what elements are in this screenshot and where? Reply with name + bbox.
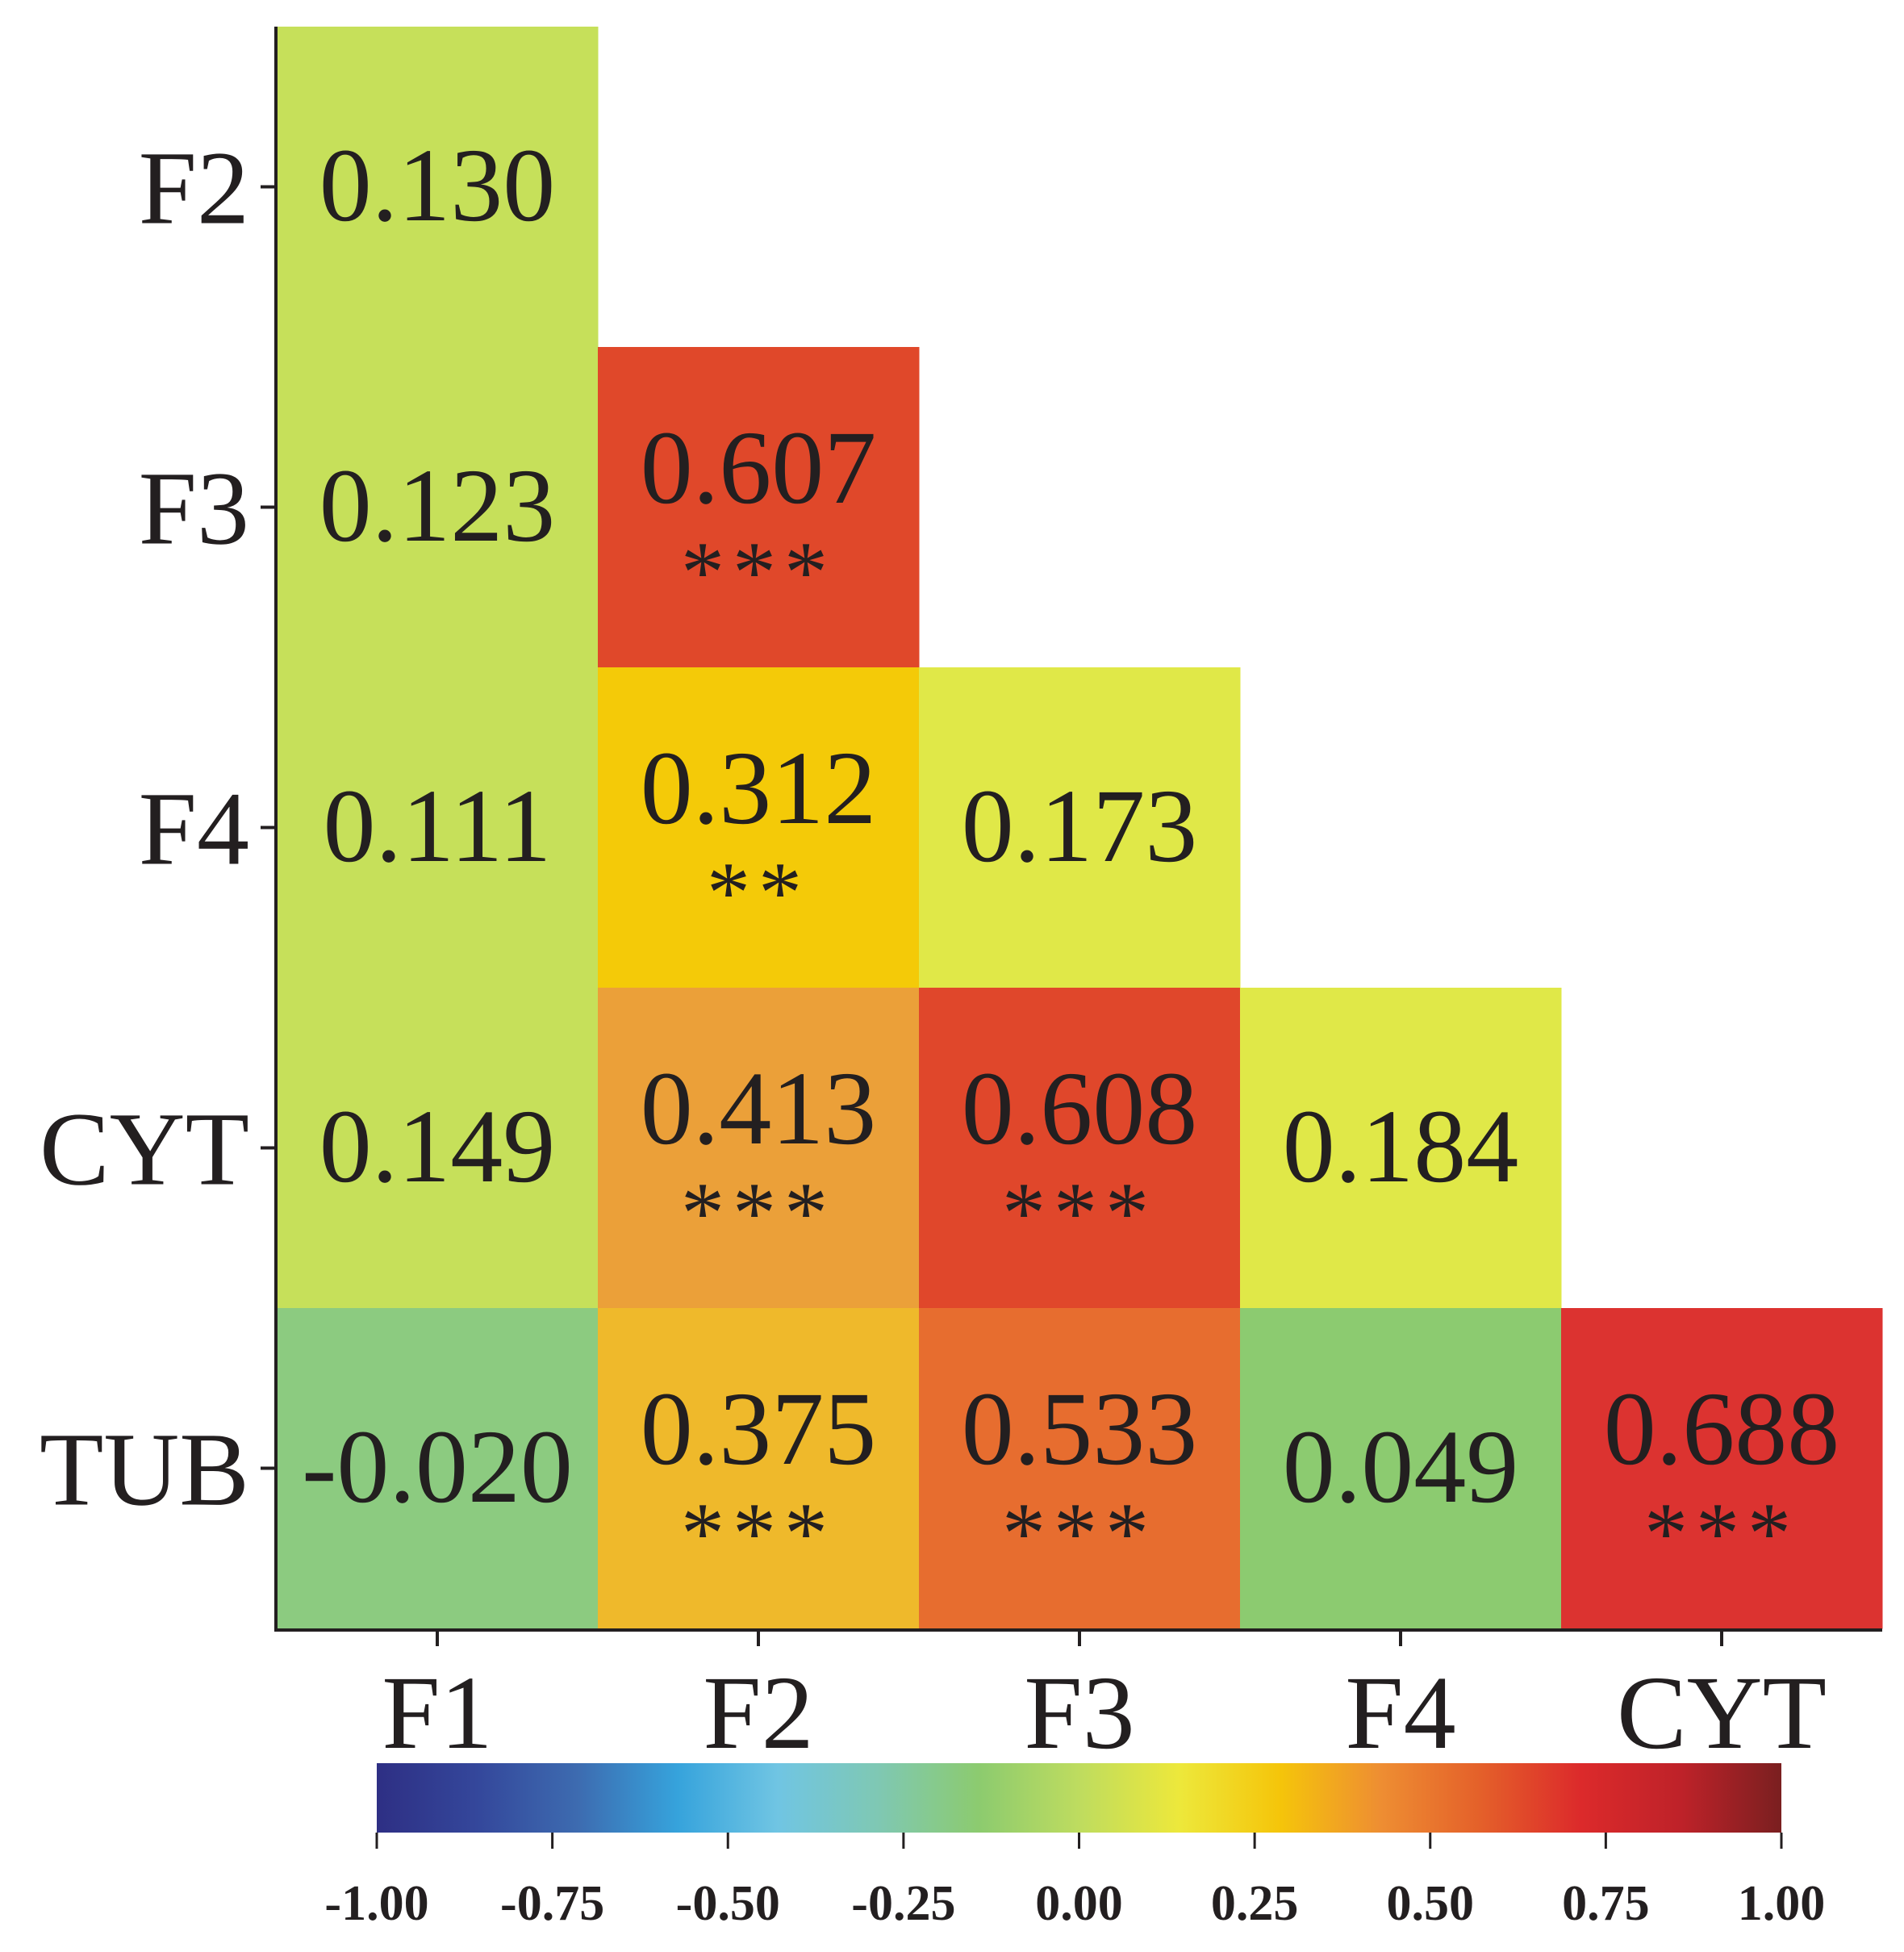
colorbar-gradient — [377, 1763, 1781, 1833]
cell-f3-cyt-value: 0.608 — [962, 1051, 1198, 1167]
cell-f3-cyt — [919, 988, 1241, 1309]
cell-f1-f2 — [277, 27, 599, 348]
colorbar-tick-label: -0.75 — [500, 1876, 604, 1931]
cell-f1-f3-value: 0.123 — [319, 448, 556, 564]
cell-f3-f4 — [919, 667, 1241, 989]
colorbar-tick-label: 1.00 — [1738, 1876, 1826, 1931]
cell-f1-cyt-value: 0.149 — [319, 1089, 556, 1205]
y-tick-label-f4: F4 — [139, 771, 249, 888]
cell-f2-f3-value: 0.607 — [641, 410, 877, 526]
y-tick-label-f2: F2 — [139, 131, 249, 247]
cell-f2-f3 — [598, 347, 920, 668]
cell-f2-cyt — [598, 988, 920, 1309]
cell-f4-cyt-value: 0.184 — [1283, 1089, 1519, 1205]
cell-f3-tub-significance: *** — [1002, 1486, 1157, 1582]
colorbar-tick-label: -0.50 — [676, 1876, 780, 1931]
cell-f3-cyt-significance: *** — [1002, 1165, 1157, 1261]
x-tick-label-f3: F3 — [1024, 1655, 1134, 1771]
x-tick-label-f4: F4 — [1345, 1655, 1455, 1771]
colorbar-tick-label: 0.00 — [1035, 1876, 1123, 1931]
cell-f2-cyt-significance: *** — [681, 1165, 836, 1261]
x-tick-label-f1: F1 — [382, 1655, 492, 1771]
cell-f1-f4-value: 0.111 — [324, 768, 552, 884]
y-tick-label-f3: F3 — [139, 451, 249, 567]
cell-f1-f3 — [277, 347, 599, 668]
x-tick-label-cyt: CYT — [1617, 1655, 1827, 1771]
cell-f4-tub-value: 0.049 — [1283, 1409, 1519, 1525]
cell-f2-f4-value: 0.312 — [641, 730, 877, 846]
y-tick-label-tub: TUB — [40, 1412, 249, 1528]
cell-cyt-tub-value: 0.688 — [1604, 1371, 1840, 1487]
cell-f1-tub — [277, 1308, 599, 1629]
cell-f2-tub-value: 0.375 — [641, 1371, 877, 1487]
cell-f1-f4 — [277, 667, 599, 989]
cell-f1-f2-value: 0.130 — [319, 127, 556, 244]
colorbar-tick-label: 0.75 — [1562, 1876, 1650, 1931]
cell-f4-cyt — [1240, 988, 1562, 1309]
heatmap-cells: 0.1300.1230.1110.149-0.0200.607***0.312*… — [277, 27, 1883, 1629]
colorbar-tick-label: 0.25 — [1211, 1876, 1299, 1931]
colorbar-tick-label: -1.00 — [324, 1876, 428, 1931]
cell-cyt-tub-significance: *** — [1644, 1486, 1799, 1582]
cell-f4-tub — [1240, 1308, 1562, 1629]
cell-f2-tub-significance: *** — [681, 1486, 836, 1582]
colorbar: -1.00 -0.75 -0.50 -0.25 0.00 0.25 0.50 0.75 1.00 — [324, 1763, 1825, 1931]
y-tick-label-cyt: CYT — [40, 1092, 249, 1208]
axes: F2 F3 F4 CYT TUB F1 F2 F3 F4 CYT — [40, 27, 1882, 1771]
cell-f3-tub — [919, 1308, 1241, 1629]
cell-f2-f4 — [598, 667, 920, 989]
colorbar-tick-label: 0.50 — [1387, 1876, 1475, 1931]
cell-f3-f4-value: 0.173 — [962, 768, 1198, 884]
x-tick-label-f2: F2 — [703, 1655, 813, 1771]
colorbar-tick-label: -0.25 — [851, 1876, 955, 1931]
cell-f1-cyt — [277, 988, 599, 1309]
cell-f2-f4-significance: ** — [707, 845, 810, 941]
cell-f3-tub-value: 0.533 — [962, 1371, 1198, 1487]
cell-f1-tub-value: -0.020 — [302, 1409, 573, 1525]
cell-f2-f3-significance: *** — [681, 525, 836, 621]
cell-f2-cyt-value: 0.413 — [641, 1051, 877, 1167]
cell-cyt-tub — [1561, 1308, 1883, 1629]
cell-f2-tub — [598, 1308, 920, 1629]
